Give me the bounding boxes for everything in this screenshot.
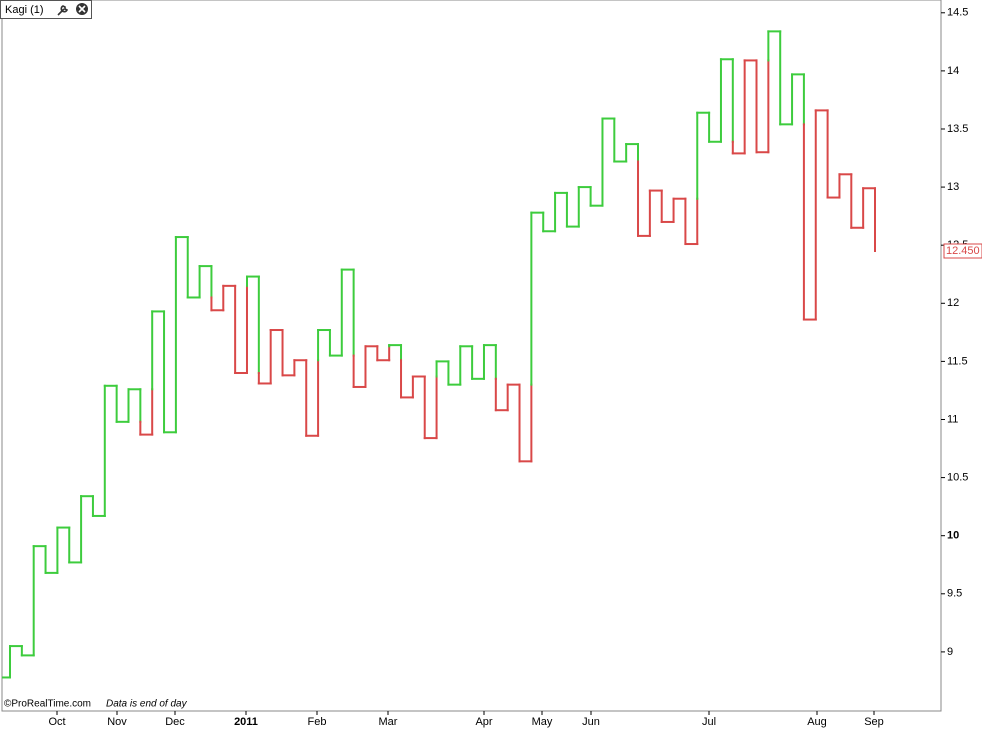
- y-tick-label: 14.5: [947, 7, 968, 19]
- x-tick-label: May: [532, 716, 553, 728]
- header-box: [0, 0, 92, 19]
- x-tick-label: 2011: [234, 716, 258, 728]
- x-tick-label: Mar: [379, 716, 398, 728]
- y-tick-label: 11.5: [947, 355, 968, 367]
- y-tick-label: 9.5: [947, 588, 962, 600]
- y-tick-label: 9: [947, 646, 953, 658]
- y-tick-label: 13: [947, 181, 959, 193]
- x-tick-label: Nov: [107, 716, 127, 728]
- x-tick-label: Oct: [48, 716, 65, 728]
- indicator-title: Kagi (1): [5, 4, 44, 16]
- x-tick-label: Sep: [864, 716, 884, 728]
- x-tick-label: Feb: [308, 716, 327, 728]
- kagi-line: [2, 30, 876, 679]
- y-tick-label: 10.5: [947, 472, 968, 484]
- y-tick-label: 11: [947, 413, 958, 425]
- y-tick-label: 10: [947, 530, 959, 542]
- y-tick-label: 12: [947, 297, 959, 309]
- source: ©ProRealTime.com: [4, 699, 91, 710]
- y-tick-label: 13.5: [947, 123, 968, 135]
- footer: ©ProRealTime.com Data is end of day: [4, 699, 188, 710]
- close-icon[interactable]: [76, 3, 88, 15]
- indicator-header: Kagi (1): [0, 0, 92, 19]
- note: Data is end of day: [106, 699, 188, 710]
- x-tick-label: Jul: [702, 716, 716, 728]
- x-tick-label: Dec: [165, 716, 185, 728]
- y-tick-label: 14: [947, 65, 959, 77]
- last-price-box: [943, 243, 982, 259]
- x-tick-label: Jun: [582, 716, 600, 728]
- settings-icon[interactable]: [57, 5, 69, 16]
- x-tick-label: Apr: [475, 716, 492, 728]
- x-tick-label: Aug: [807, 716, 827, 728]
- last-price-label: 12.450: [946, 245, 980, 257]
